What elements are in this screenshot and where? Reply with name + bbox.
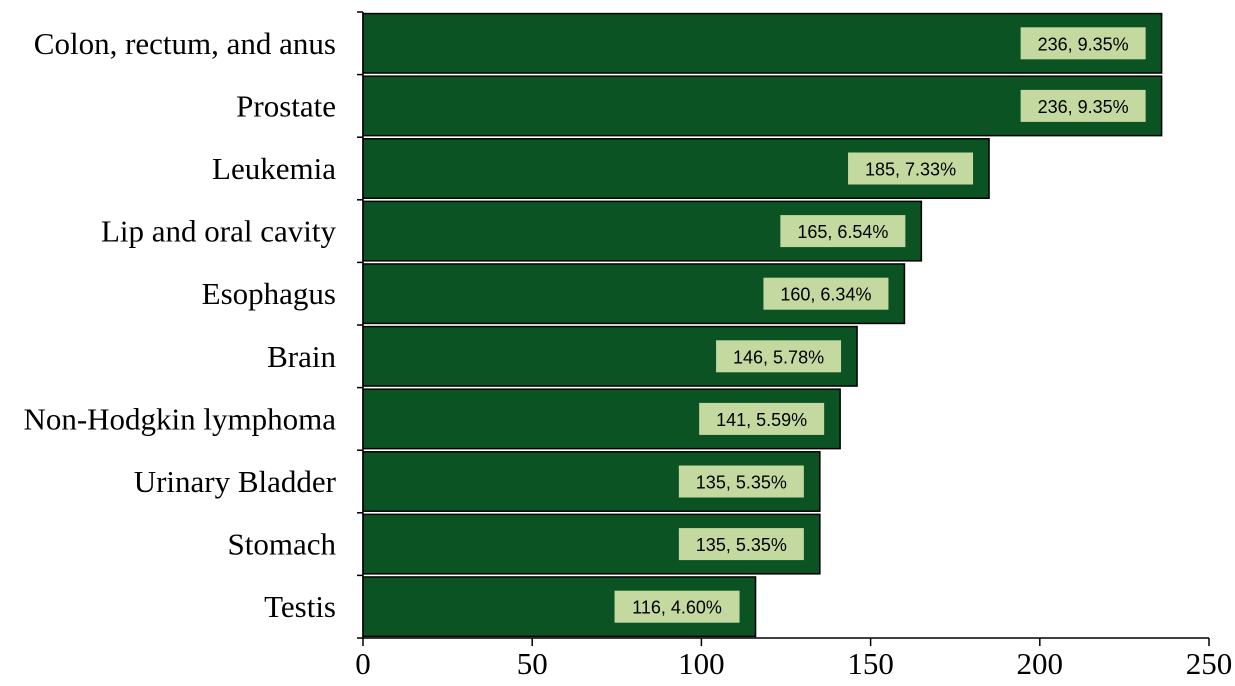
data-label: 165, 6.54%: [797, 222, 888, 242]
x-tick-label: 0: [355, 646, 371, 681]
data-label-box: [1020, 27, 1146, 60]
category-label: Lip and oral cavity: [101, 214, 336, 249]
data-label-box: [1020, 89, 1146, 122]
x-tick-label: 50: [517, 646, 548, 681]
category-label: Urinary Bladder: [134, 464, 337, 499]
data-label-group: 236, 9.35%: [1020, 27, 1146, 60]
data-label: 236, 9.35%: [1038, 97, 1129, 117]
data-label: 185, 7.33%: [865, 160, 956, 180]
data-label-group: 116, 4.60%: [614, 590, 740, 623]
data-label-box: [780, 215, 906, 248]
data-label-group: 135, 5.35%: [678, 528, 804, 561]
category-label: Non-Hodgkin lymphoma: [23, 401, 336, 436]
category-label: Esophagus: [202, 276, 336, 311]
x-tick-label: 250: [1186, 646, 1233, 681]
data-label-box: [848, 152, 974, 185]
category-label: Testis: [264, 589, 336, 624]
data-label: 135, 5.35%: [696, 535, 787, 555]
x-tick-label: 150: [847, 646, 894, 681]
data-label: 141, 5.59%: [716, 410, 807, 430]
data-label: 236, 9.35%: [1038, 34, 1129, 54]
data-label: 146, 5.78%: [733, 347, 824, 367]
axes-layer: 0 50 100 150 200 250: [355, 11, 1233, 681]
category-label: Colon, rectum, and anus: [34, 26, 336, 61]
category-labels-layer: Colon, rectum, and anus Prostate Leukemia L…: [23, 26, 336, 624]
data-labels-layer: 236, 9.35% 236, 9.35% 185, 7.33% 165, 6.54%…: [614, 27, 1146, 623]
data-label-box: [614, 590, 740, 623]
category-label: Leukemia: [212, 151, 336, 186]
data-label-group: 185, 7.33%: [848, 152, 974, 185]
data-label-group: 236, 9.35%: [1020, 89, 1146, 122]
data-label: 160, 6.34%: [780, 285, 871, 305]
x-tick-label: 200: [1017, 646, 1064, 681]
data-label-group: 160, 6.34%: [763, 277, 889, 310]
data-label: 116, 4.60%: [632, 598, 722, 618]
data-label-group: 135, 5.35%: [678, 465, 804, 498]
data-label-group: 146, 5.78%: [716, 340, 842, 373]
data-label-box: [699, 402, 825, 435]
data-label-group: 165, 6.54%: [780, 215, 906, 248]
data-label-group: 141, 5.59%: [699, 402, 825, 435]
category-label: Brain: [267, 339, 336, 374]
data-label-box: [763, 277, 889, 310]
data-label-box: [716, 340, 842, 373]
data-label: 135, 5.35%: [696, 473, 787, 493]
category-label: Stomach: [228, 527, 337, 562]
data-label-box: [678, 465, 804, 498]
x-tick-label: 100: [678, 646, 725, 681]
data-label-box: [678, 528, 804, 561]
category-label: Prostate: [236, 88, 336, 123]
